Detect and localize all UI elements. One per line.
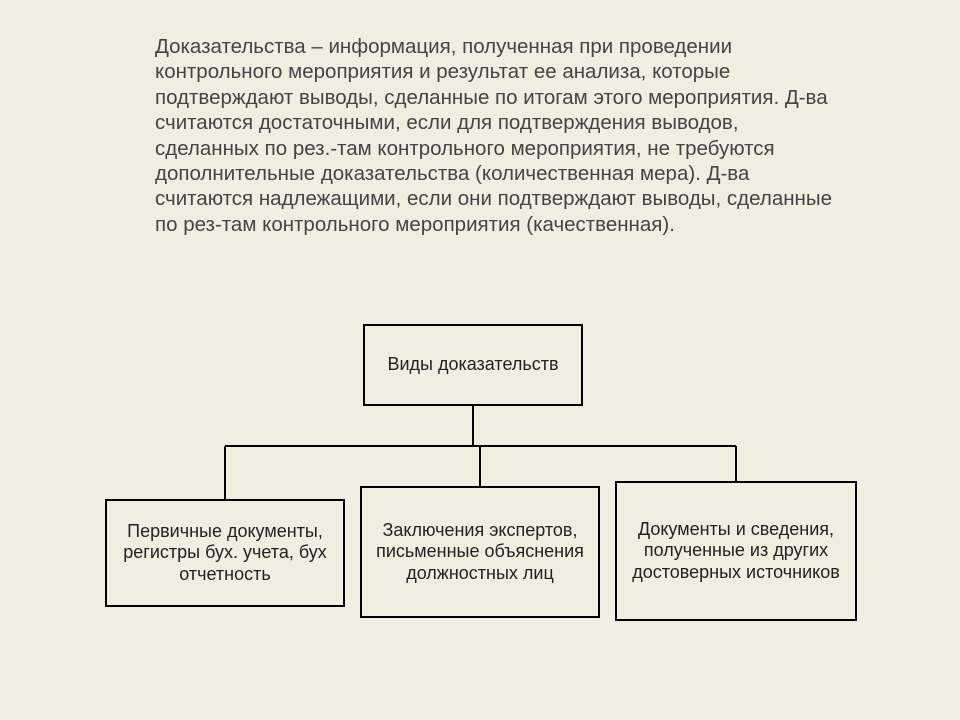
node-root: Виды доказательств [363,324,583,406]
node-child-1-label: Первичные документы, регистры бух. учета… [111,521,339,586]
node-child-2: Заключения экспертов, письменные объясне… [360,486,600,618]
node-child-3-label: Документы и сведения, полученные из друг… [621,519,851,584]
node-child-1: Первичные документы, регистры бух. учета… [105,499,345,607]
node-child-3: Документы и сведения, полученные из друг… [615,481,857,621]
node-root-label: Виды доказательств [387,354,558,376]
diagram-container: Виды доказательств Первичные документы, … [105,324,855,644]
node-child-2-label: Заключения экспертов, письменные объясне… [366,520,594,585]
paragraph-text: Доказательства – информация, полученная … [155,34,835,237]
